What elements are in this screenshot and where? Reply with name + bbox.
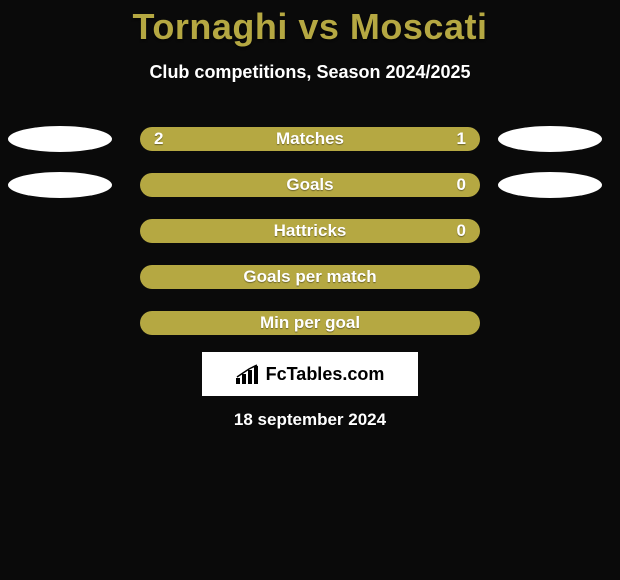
player-left-ellipse-icon <box>8 126 112 152</box>
fctables-logo-icon <box>236 364 260 384</box>
stat-bar: Min per goal <box>140 311 480 335</box>
stat-row: Hattricks 0 <box>0 208 620 254</box>
page-title: Tornaghi vs Moscati <box>0 6 620 48</box>
date-label: 18 september 2024 <box>234 410 386 430</box>
stat-bar: Hattricks 0 <box>140 219 480 243</box>
stat-value-right: 0 <box>457 221 466 241</box>
fctables-logo: FcTables.com <box>202 352 418 396</box>
player-right-ellipse-icon <box>498 172 602 198</box>
player-right-ellipse-icon <box>498 126 602 152</box>
title-player-left: Tornaghi <box>133 6 288 47</box>
title-player-right: Moscati <box>350 6 488 47</box>
stat-bar: Goals per match <box>140 265 480 289</box>
stat-bar: Matches 2 1 <box>140 127 480 151</box>
stat-label: Goals per match <box>243 267 376 287</box>
stat-label: Matches <box>276 129 344 149</box>
fctables-logo-text: FcTables.com <box>266 364 385 385</box>
stat-row: Goals per match <box>0 254 620 300</box>
page-subtitle: Club competitions, Season 2024/2025 <box>0 62 620 83</box>
player-left-ellipse-icon <box>8 172 112 198</box>
stat-rows: Matches 2 1 Goals 0 Hattricks 0 Goals per match… <box>0 116 620 346</box>
stat-value-right: 0 <box>457 175 466 195</box>
stat-bar: Goals 0 <box>140 173 480 197</box>
stat-row: Min per goal <box>0 300 620 346</box>
title-vs: vs <box>298 6 339 47</box>
stat-value-right: 1 <box>457 129 466 149</box>
stat-value-left: 2 <box>154 129 163 149</box>
stat-row: Matches 2 1 <box>0 116 620 162</box>
stat-label: Hattricks <box>274 221 347 241</box>
comparison-infographic: Tornaghi vs Moscati Club competitions, S… <box>0 0 620 580</box>
stat-row: Goals 0 <box>0 162 620 208</box>
stat-label: Goals <box>286 175 333 195</box>
stat-label: Min per goal <box>260 313 360 333</box>
